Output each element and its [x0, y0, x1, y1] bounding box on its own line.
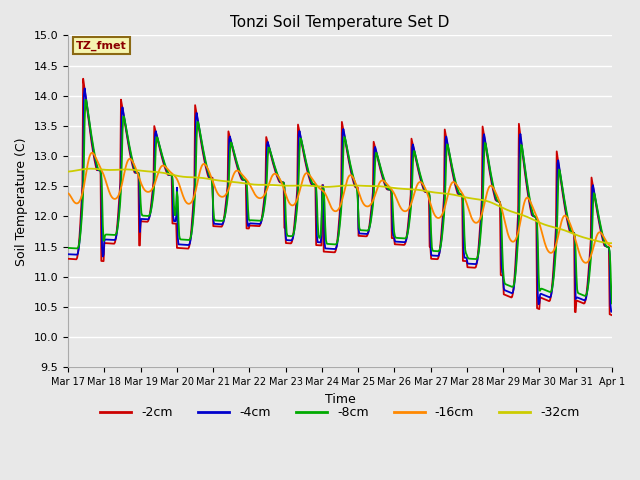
Text: TZ_fmet: TZ_fmet — [76, 41, 127, 51]
X-axis label: Time: Time — [324, 393, 355, 406]
Title: Tonzi Soil Temperature Set D: Tonzi Soil Temperature Set D — [230, 15, 450, 30]
Legend: -2cm, -4cm, -8cm, -16cm, -32cm: -2cm, -4cm, -8cm, -16cm, -32cm — [95, 401, 585, 424]
Y-axis label: Soil Temperature (C): Soil Temperature (C) — [15, 137, 28, 265]
